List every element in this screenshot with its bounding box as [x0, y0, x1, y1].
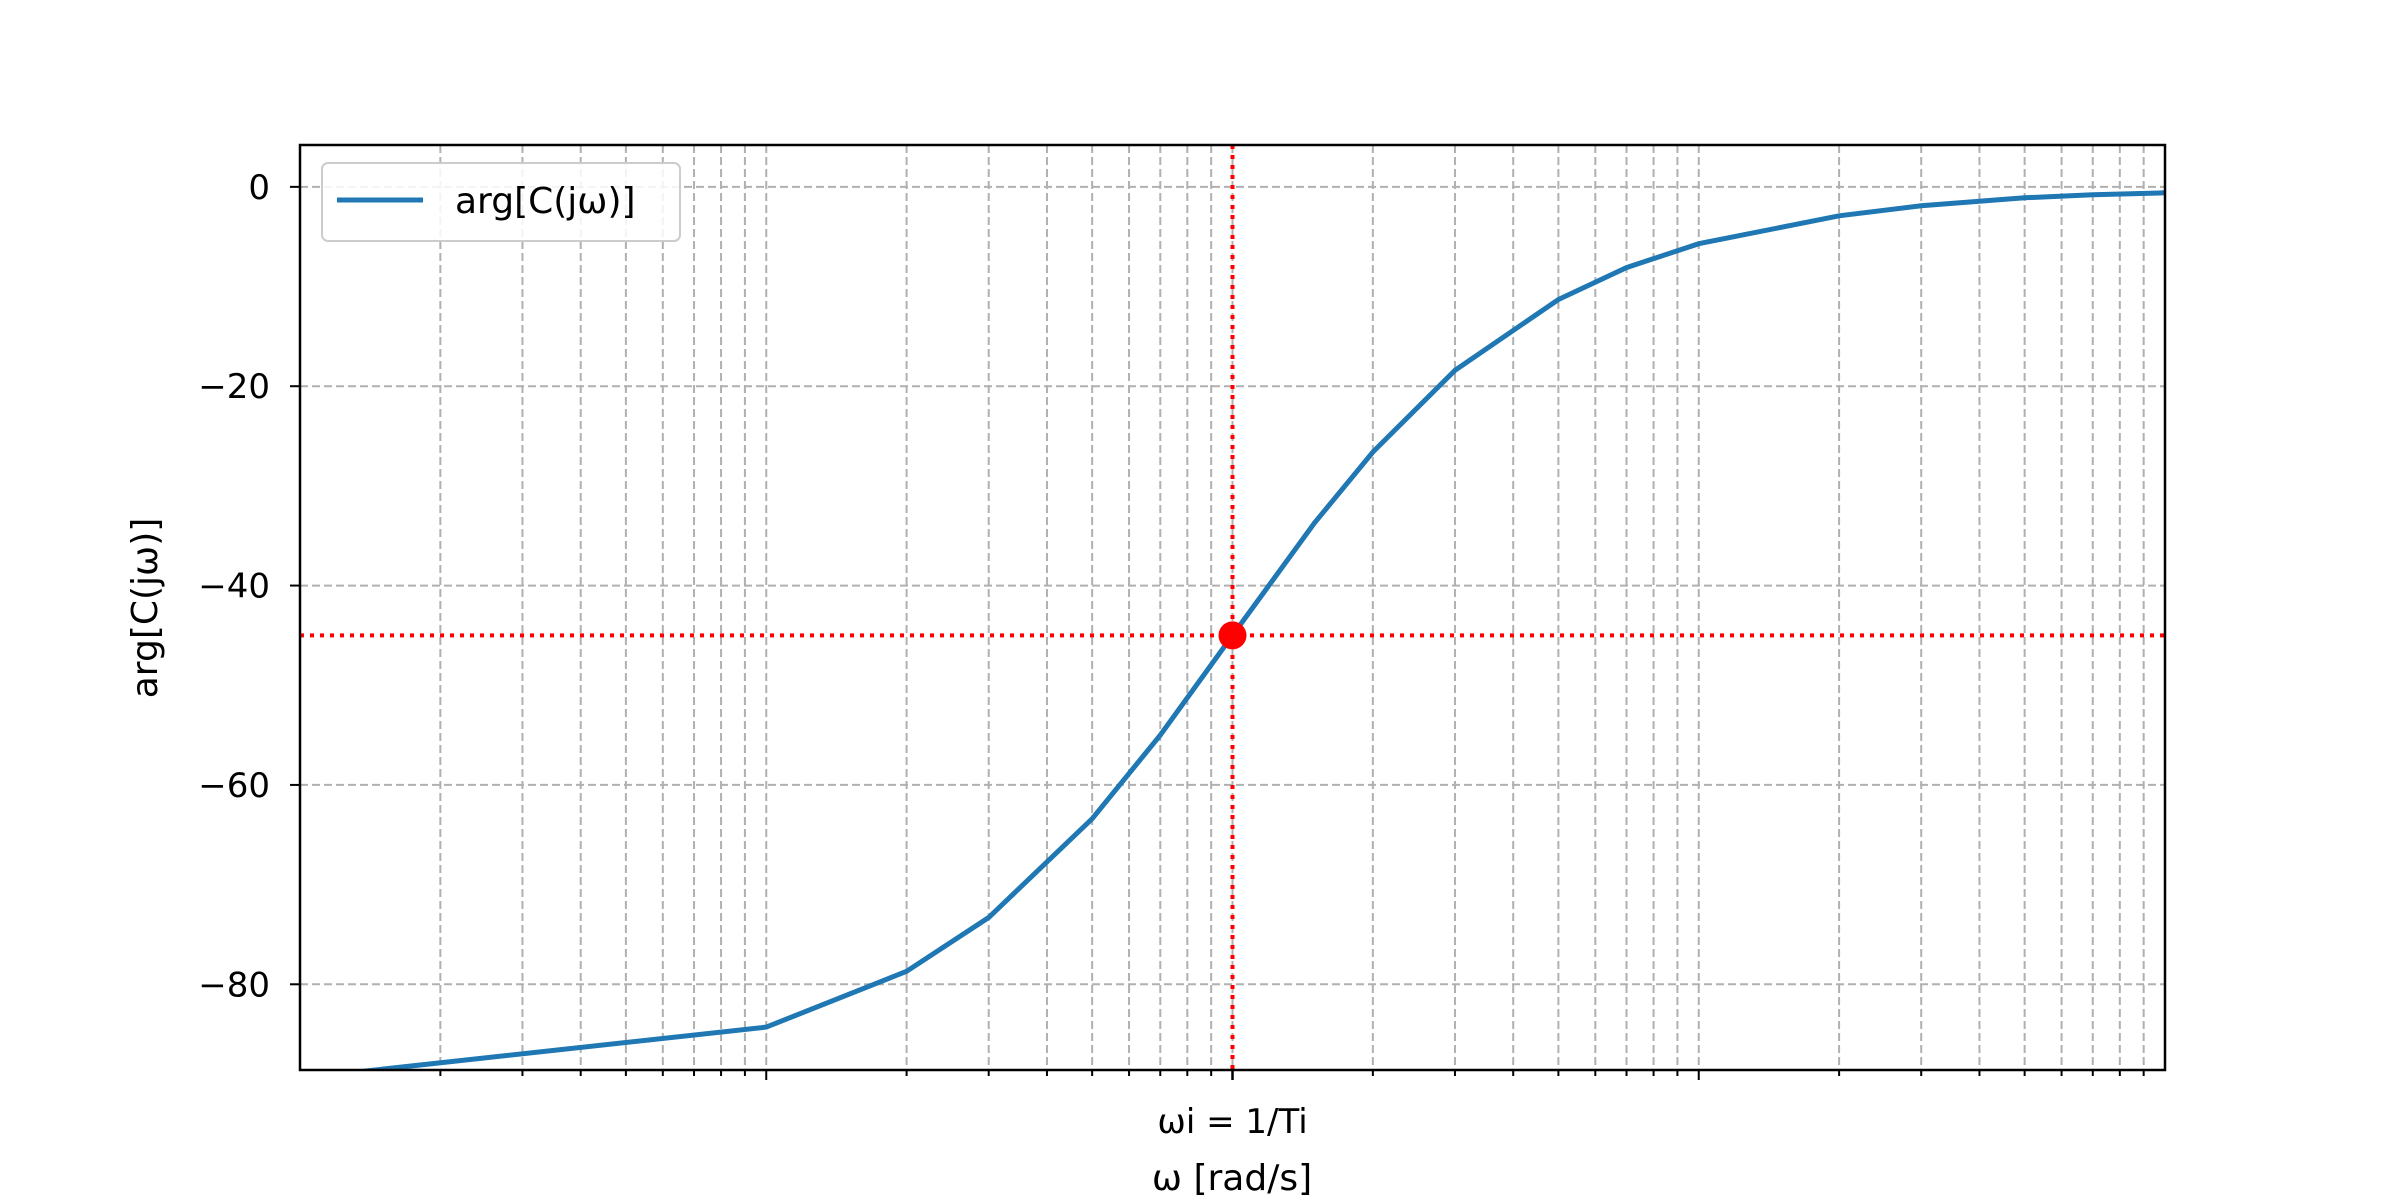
y-tick-label: −80: [198, 965, 270, 1005]
legend-box: [321, 162, 681, 242]
grid: [300, 145, 2165, 1070]
crossover-point-marker: [1218, 621, 1247, 650]
x-axis-label: ω [rad/s]: [1152, 1158, 1312, 1199]
y-tick-label: 0: [248, 168, 270, 208]
phase-curve: [351, 190, 2165, 1070]
legend-entry-label: arg[C(jω)]: [455, 181, 636, 222]
y-axis: 0 −20 −40 −60 −80: [198, 168, 300, 1005]
series: [351, 190, 2165, 1070]
y-tick-label: −20: [198, 367, 270, 407]
y-tick-label: −60: [198, 766, 270, 806]
y-axis-label: arg[C(jω)]: [125, 518, 166, 699]
x-axis: ωi = 1/Ti: [439, 1070, 2145, 1142]
x-tick-label: ωi = 1/Ti: [1157, 1102, 1307, 1142]
legend: arg[C(jω)]: [321, 162, 681, 242]
y-tick-label: −40: [198, 567, 270, 607]
